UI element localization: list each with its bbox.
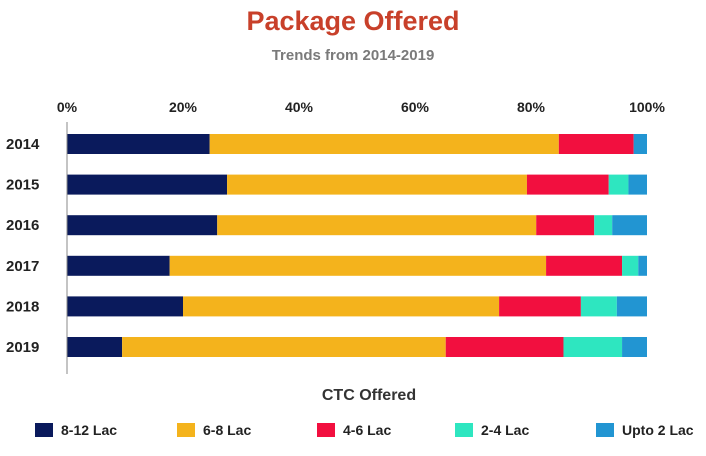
x-tick-label: 0%	[57, 99, 78, 115]
bar-segment	[227, 174, 527, 195]
bar-segment	[622, 255, 639, 276]
bar-segment	[622, 337, 647, 357]
legend-swatch	[177, 423, 195, 437]
bar-segment	[67, 255, 170, 276]
legend-label: 8-12 Lac	[61, 422, 118, 438]
bar-segment	[563, 337, 623, 357]
bar-segment	[217, 215, 537, 236]
bar-segment	[633, 134, 647, 154]
y-category-label: 2016	[6, 217, 39, 234]
legend-swatch	[596, 423, 614, 437]
y-category-label: 2018	[6, 298, 39, 315]
legend-label: Upto 2 Lac	[622, 422, 694, 438]
bar-segment	[608, 174, 629, 195]
bar-segment	[445, 337, 564, 357]
legend-item: 6-8 Lac	[177, 419, 251, 441]
bar-segment	[67, 337, 123, 357]
legend-label: 6-8 Lac	[203, 422, 252, 438]
bar-segment	[183, 296, 500, 317]
x-tick-label: 40%	[285, 99, 314, 115]
bar-segment	[638, 255, 647, 276]
bar-segment	[616, 296, 647, 317]
bar-segment	[526, 174, 609, 195]
x-tick-label: 100%	[629, 99, 665, 115]
bar-segment	[499, 296, 581, 317]
chart-title: Package Offered	[246, 6, 460, 36]
x-tick-label: 20%	[169, 99, 198, 115]
y-category-label: 2019	[6, 339, 39, 356]
bar-segment	[67, 296, 183, 317]
bar-segment	[546, 255, 623, 276]
legend: 8-12 Lac 6-8 Lac 4-6 Lac 2-4 Lac Upto 2 Lac	[0, 419, 706, 443]
bar-segment	[580, 296, 617, 317]
legend-swatch	[455, 423, 473, 437]
legend-item: 4-6 Lac	[317, 419, 391, 441]
bar-segment	[628, 174, 647, 195]
legend-swatch	[35, 423, 53, 437]
legend-label: 2-4 Lac	[481, 422, 530, 438]
x-tick-label: 80%	[517, 99, 546, 115]
bar-segment	[536, 215, 595, 236]
chart-subtitle: Trends from 2014-2019	[271, 47, 435, 64]
bar-segment	[558, 134, 634, 154]
bar-segment	[67, 215, 218, 236]
y-category-label: 2014	[6, 136, 40, 153]
legend-swatch	[317, 423, 335, 437]
x-axis-label: CTC Offered	[322, 387, 416, 404]
bar-segment	[209, 134, 559, 154]
legend-item: 2-4 Lac	[455, 419, 529, 441]
bar-segment	[122, 337, 446, 357]
x-tick-label: 60%	[401, 99, 430, 115]
bar-segment	[612, 215, 647, 236]
y-category-label: 2015	[6, 177, 39, 194]
legend-label: 4-6 Lac	[343, 422, 392, 438]
legend-item: Upto 2 Lac	[596, 419, 694, 441]
y-category-label: 2017	[6, 258, 39, 275]
bar-segment	[169, 255, 547, 276]
bar-segment	[594, 215, 613, 236]
legend-item: 8-12 Lac	[35, 419, 117, 441]
bar-segment	[67, 174, 228, 195]
bar-segment	[67, 134, 210, 154]
